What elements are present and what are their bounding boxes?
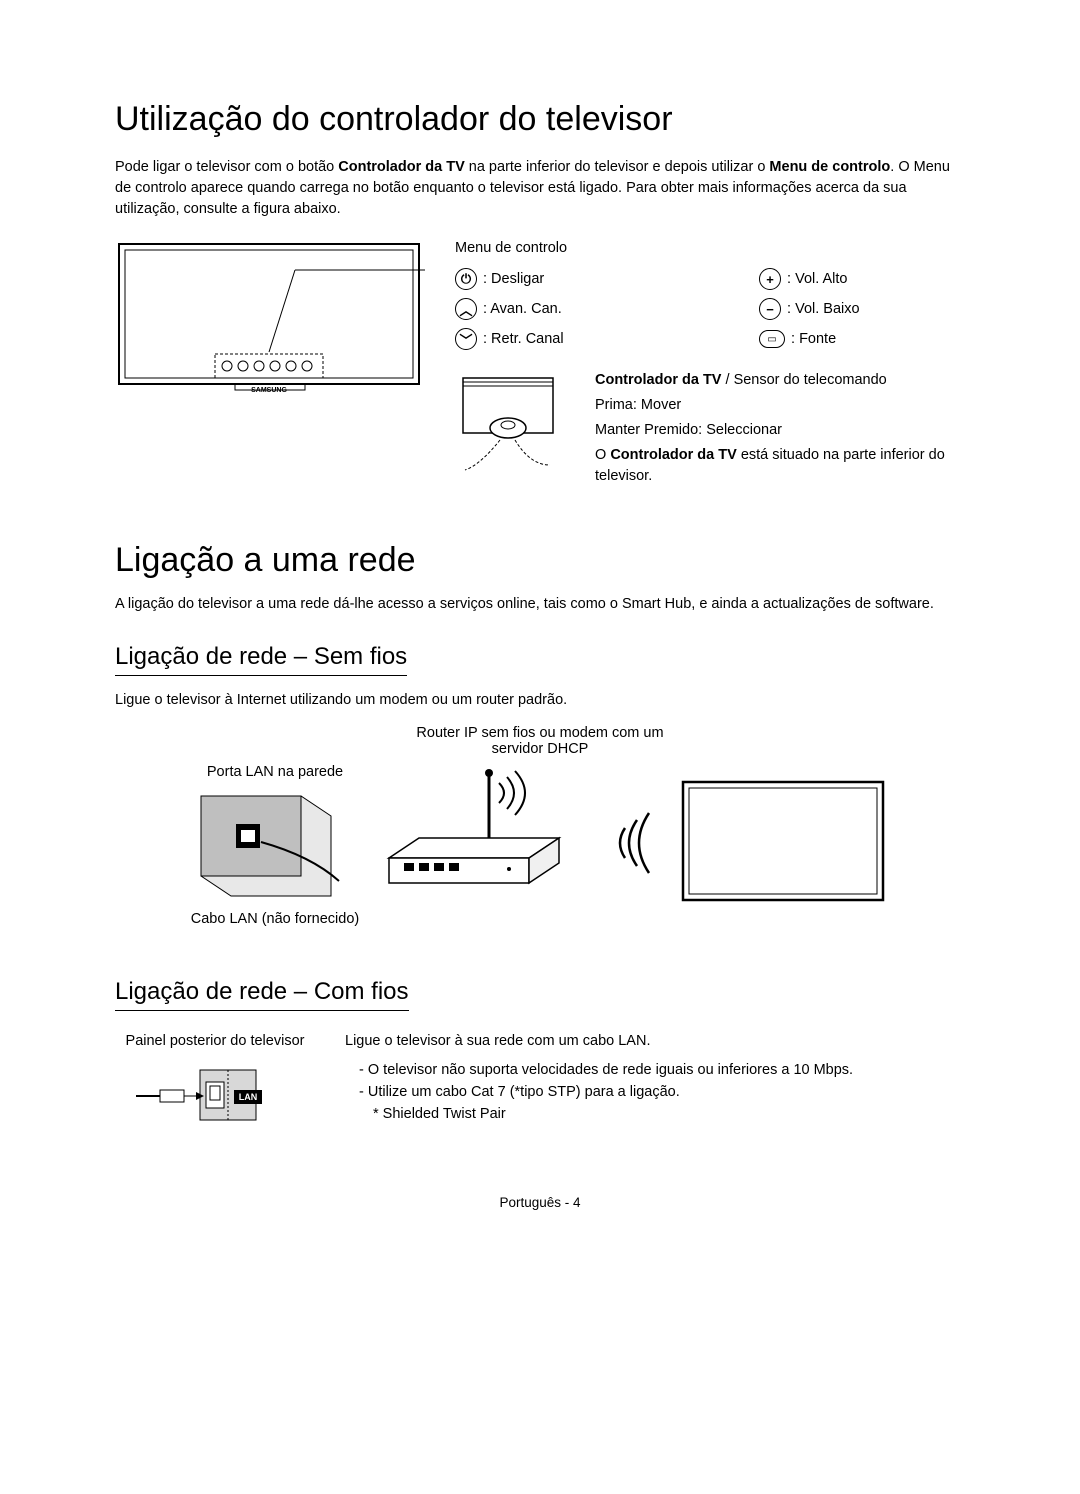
menu-item-volup: + : Vol. Alto (759, 268, 965, 290)
wall-label: Porta LAN na parede (191, 764, 359, 780)
controller-text: Controlador da TV / Sensor do telecomand… (595, 370, 965, 491)
ctl4-bold: Controlador da TV (610, 447, 736, 463)
power-icon: ⏻ (455, 268, 477, 290)
intro-pt2: na parte inferior do televisor e depois … (465, 159, 770, 175)
controller-closeup-illustration (455, 370, 575, 484)
wired-bullet-0: O televisor não suporta velocidades de r… (359, 1060, 965, 1082)
router-icon (379, 763, 579, 923)
controller-detail-row: Controlador da TV / Sensor do telecomand… (455, 370, 965, 491)
controller-line3: Manter Premido: Seleccionar (595, 420, 965, 441)
intro-pt3: Menu de controlo (769, 159, 890, 175)
panel-label: Painel posterior do televisor (115, 1031, 315, 1052)
controller-line4: O Controlador da TV está situado na part… (595, 445, 965, 487)
section-title-2: Ligação a uma rede (115, 541, 965, 580)
menu-label-5: : Fonte (791, 331, 836, 347)
menu-item-power: ⏻ : Desligar (455, 268, 669, 290)
ctl4-pre: O (595, 447, 610, 463)
wall-port-icon (191, 786, 341, 906)
menu-item-source: ▭ : Fonte (759, 328, 965, 350)
menu-item-chanup: ︿ : Avan. Can. (455, 298, 669, 320)
tv-receiver-icon (679, 778, 889, 913)
stp-note: * Shielded Twist Pair (345, 1104, 965, 1125)
menu-label-3: : Vol. Baixo (787, 301, 860, 317)
wifi-signal-icon (599, 798, 659, 893)
svg-text:SAMSUNG: SAMSUNG (251, 387, 287, 394)
wireless-diagram: Router IP sem fios ou modem com um servi… (115, 725, 965, 928)
router-block (379, 763, 579, 928)
tv-illustration: SAMSUNG (115, 240, 425, 491)
menu-label-4: : Retr. Canal (483, 331, 564, 347)
section1-intro: Pode ligar o televisor com o botão Contr… (115, 157, 965, 220)
wall-port-block: Porta LAN na parede Cabo LAN (não fornec… (191, 764, 359, 927)
menu-label-1: : Vol. Alto (787, 271, 847, 287)
minus-icon: − (759, 298, 781, 320)
wired-text: Ligue o televisor à sua rede com um cabo… (345, 1031, 965, 1052)
svg-text:LAN: LAN (239, 1092, 258, 1102)
chevron-down-icon: ﹀ (455, 328, 477, 350)
menu-item-voldown: − : Vol. Baixo (759, 298, 965, 320)
wired-row: Painel posterior do televisor LAN Ligue … (115, 1031, 965, 1135)
wired-bullets: O televisor não suporta velocidades de r… (345, 1060, 965, 1104)
wired-bullet-1: Utilize um cabo Cat 7 (*tipo STP) para a… (359, 1082, 965, 1104)
subsection-wired-title: Ligação de rede – Com fios (115, 978, 409, 1011)
section-network: Ligação a uma rede A ligação do televiso… (115, 541, 965, 1135)
footer-page: 4 (573, 1195, 581, 1210)
chevron-up-icon: ︿ (455, 298, 477, 320)
subsection-wireless-title: Ligação de rede – Sem fios (115, 643, 407, 676)
ctl1-bold: Controlador da TV (595, 372, 721, 388)
menu-title: Menu de controlo (455, 240, 965, 256)
menu-grid: ⏻ : Desligar + : Vol. Alto ︿ : Avan. Can… (455, 268, 965, 350)
lan-port-icon: LAN (130, 1060, 300, 1130)
page-footer: Português - 4 (115, 1195, 965, 1210)
menu-label-2: : Avan. Can. (483, 301, 562, 317)
plus-icon: + (759, 268, 781, 290)
menu-label-0: : Desligar (483, 271, 544, 287)
source-icon: ▭ (759, 330, 785, 348)
control-menu-info: Menu de controlo ⏻ : Desligar + : Vol. A… (455, 240, 965, 491)
menu-item-chandown: ﹀ : Retr. Canal (455, 328, 669, 350)
cable-label: Cabo LAN (não fornecido) (191, 911, 359, 927)
intro-pt1: Controlador da TV (338, 159, 464, 175)
intro-pt0: Pode ligar o televisor com o botão (115, 159, 338, 175)
section2-intro: A ligação do televisor a uma rede dá-lhe… (115, 594, 965, 615)
router-label: Router IP sem fios ou modem com um servi… (400, 725, 680, 757)
controller-line2: Prima: Mover (595, 395, 965, 416)
wired-panel-block: Painel posterior do televisor LAN (115, 1031, 315, 1135)
ctl1-rest: / Sensor do telecomando (721, 372, 886, 388)
controller-line1: Controlador da TV / Sensor do telecomand… (595, 370, 965, 391)
section-title-1: Utilização do controlador do televisor (115, 100, 965, 139)
tv-controller-diagram: SAMSUNG Menu de controlo ⏻ : Desligar + … (115, 240, 965, 491)
footer-lang: Português (499, 1195, 561, 1210)
wired-text-block: Ligue o televisor à sua rede com um cabo… (345, 1031, 965, 1133)
wireless-text: Ligue o televisor à Internet utilizando … (115, 690, 965, 711)
